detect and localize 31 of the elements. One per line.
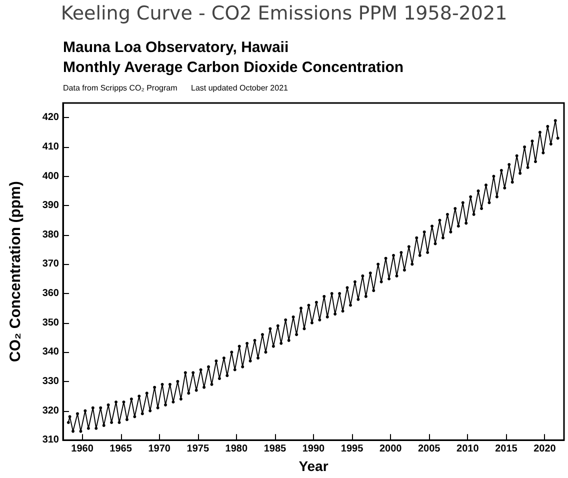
y-tick-label: 340: [42, 346, 60, 358]
x-tick-label: 1980: [225, 444, 248, 455]
y-tick-label: 400: [42, 170, 60, 182]
y-tick-label: 370: [42, 258, 60, 270]
x-tick-label: 2010: [456, 444, 480, 455]
y-tick-label: 420: [42, 112, 60, 124]
text: Data from Scripps CO₂ Program: [63, 84, 178, 92]
text: Last updated October 2021: [191, 84, 289, 92]
x-tick-label: 1965: [110, 444, 132, 455]
x-axis-title: Year: [298, 458, 329, 474]
chart-subtitle: Mauna Loa Observatory, Hawaii Monthly Average Carbon Dioxide Concentration: [63, 39, 404, 76]
y-tick-label: 330: [42, 376, 60, 387]
x-tick-label: 1975: [186, 444, 210, 455]
y-tick-label: 380: [42, 229, 60, 240]
y-axis-title: CO₂ Concentration (ppm): [7, 181, 24, 362]
x-tick-label: 2015: [495, 444, 518, 455]
y-tick-label: 390: [42, 200, 60, 212]
x-tick-label: 1995: [340, 444, 364, 455]
x-tick-label: 1985: [264, 444, 287, 455]
x-tick-label: 2005: [418, 444, 441, 455]
chart-title: Keeling Curve - CO2 Emissions PPM 1958-2021: [60, 2, 508, 24]
y-tick-label: 350: [42, 317, 60, 328]
y-tick-label: 410: [42, 141, 60, 152]
y-tick-label: 320: [42, 405, 60, 416]
y-tick-label: 310: [42, 434, 60, 446]
x-tick-label: 1970: [148, 444, 171, 455]
y-tick-label: 360: [42, 288, 60, 300]
x-tick-label: 1960: [71, 444, 94, 455]
x-tick-label: 2000: [379, 444, 402, 455]
x-tick-label: 1990: [302, 444, 326, 455]
x-tick-label: 2020: [534, 444, 556, 455]
